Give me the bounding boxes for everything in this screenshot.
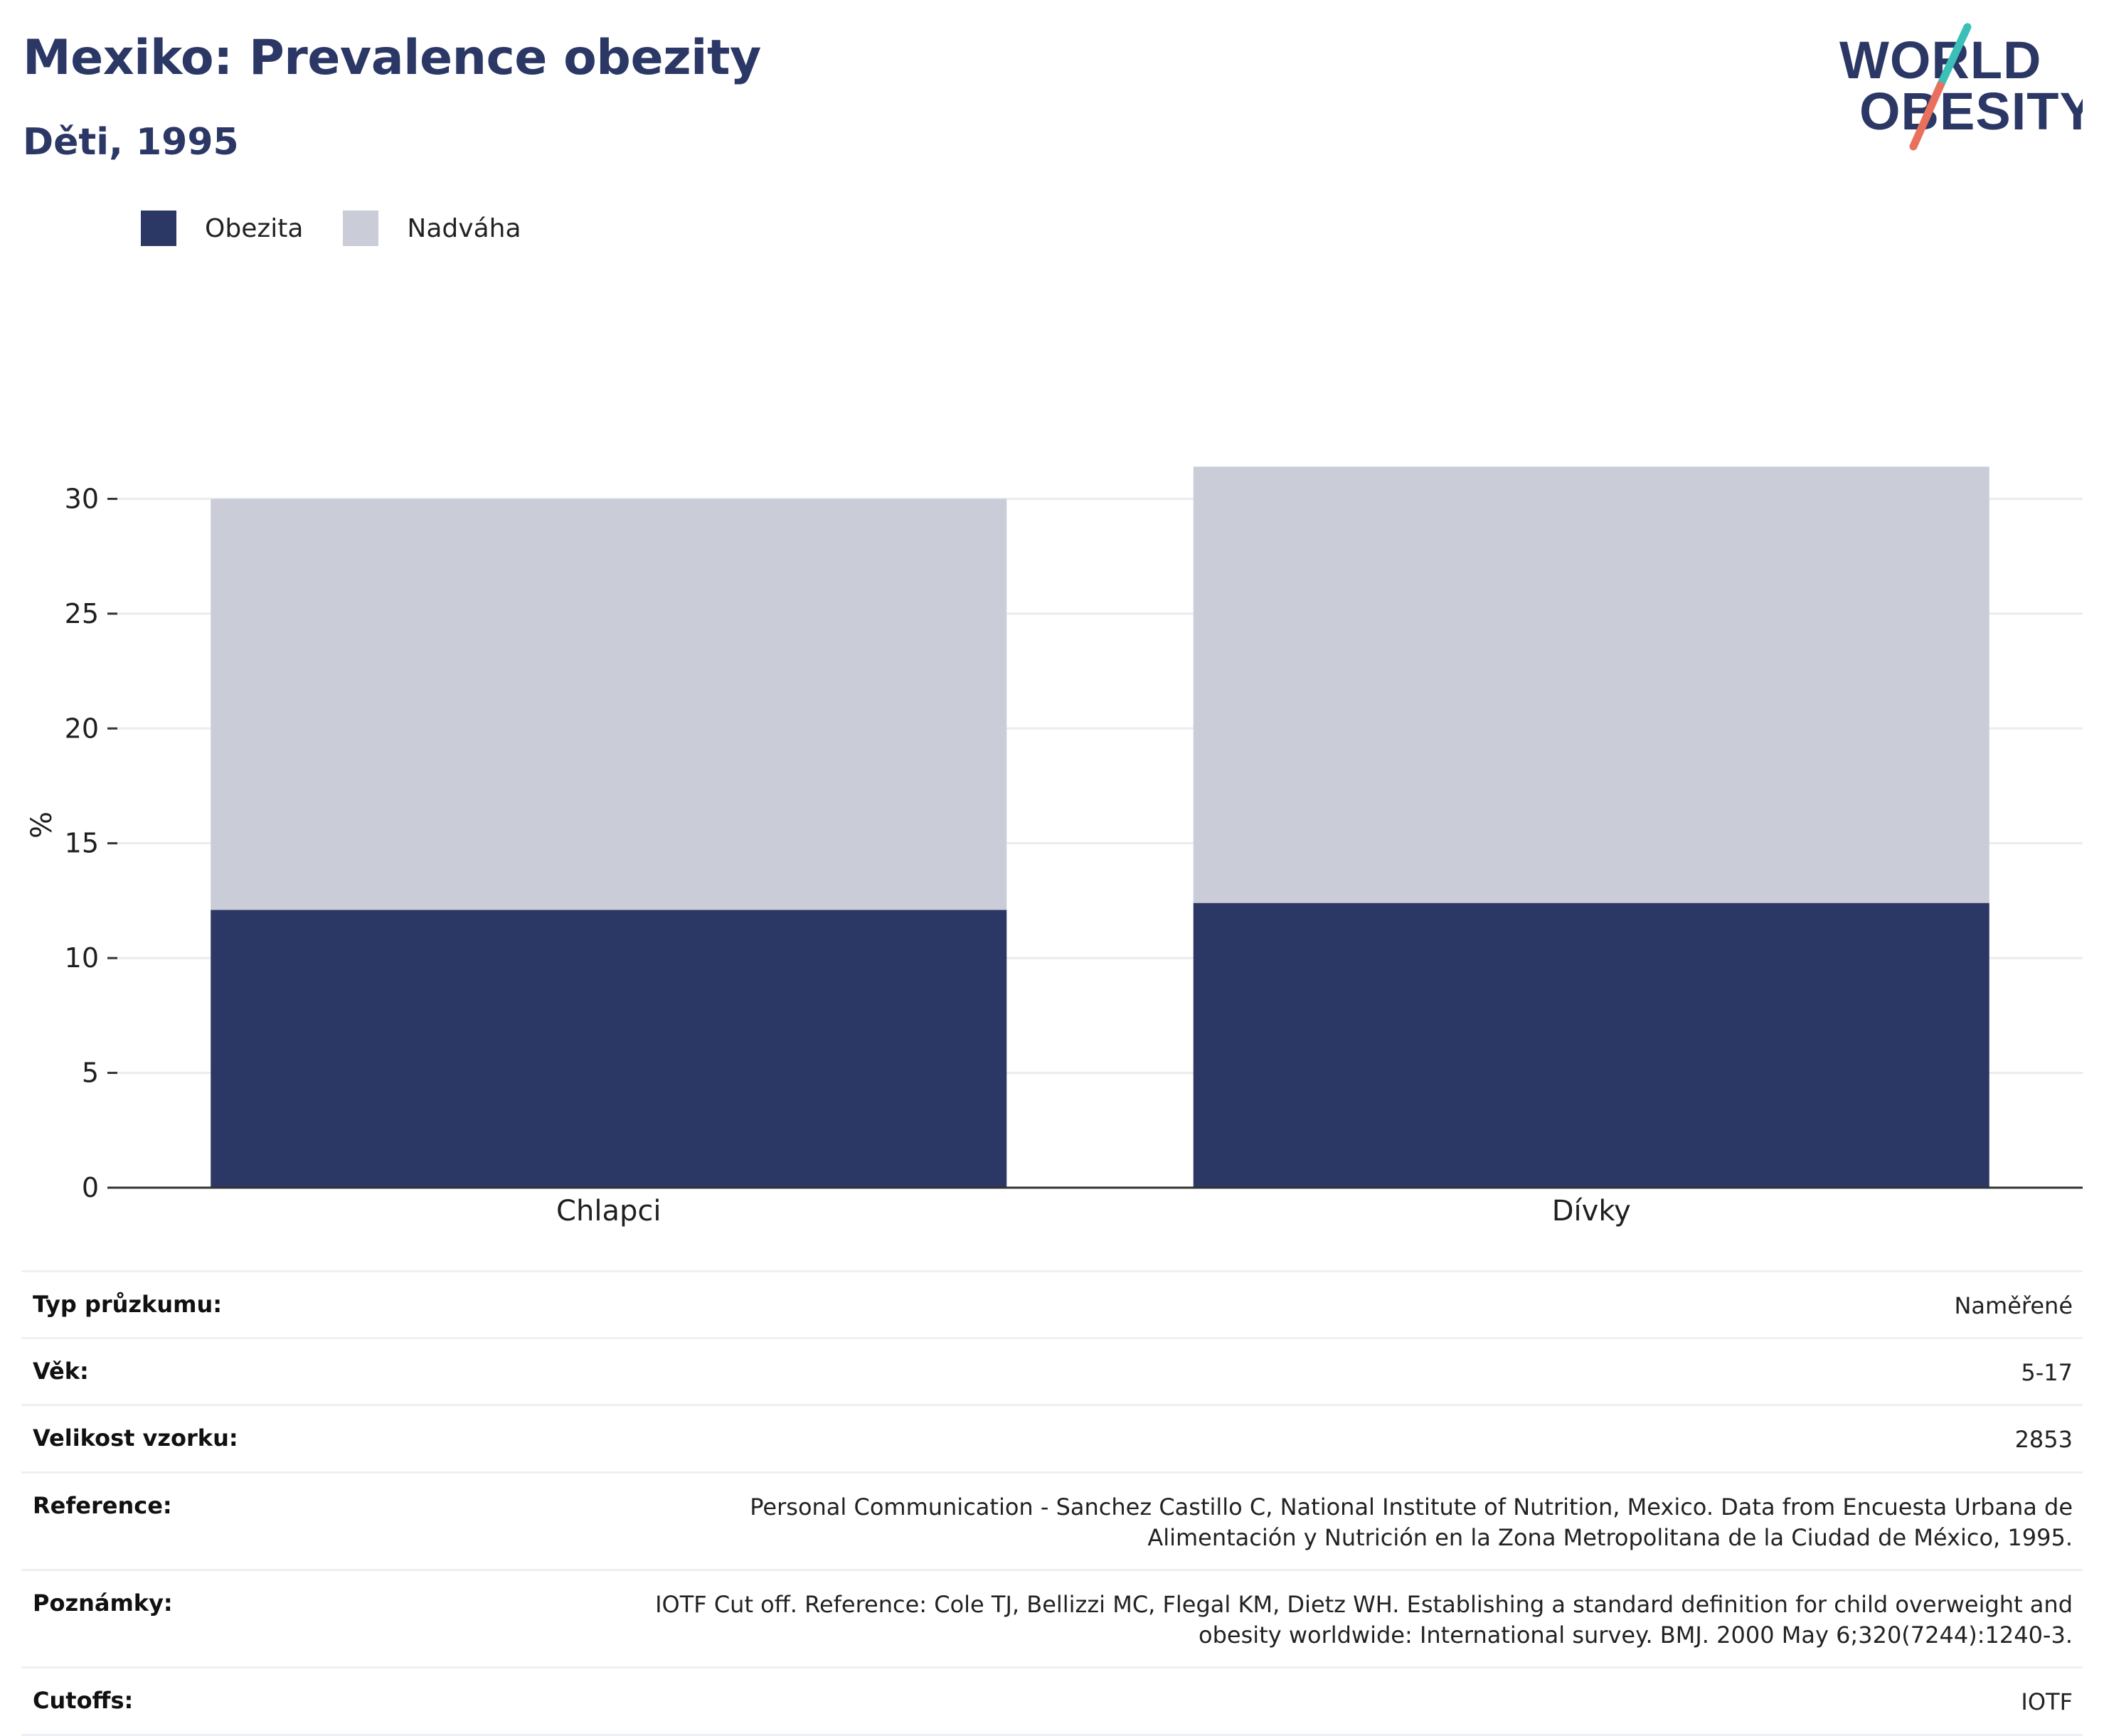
info-row-notes: Poznámky: IOTF Cut off. Reference: Cole … [21,1568,2083,1666]
logo-slash-top [1936,23,1972,90]
legend-item-obezita[interactable]: Obezita [141,211,303,246]
world-obesity-logo: WORLD OBESITY [1839,23,2083,151]
info-label: Velikost vzorku: [33,1425,238,1452]
info-value: 5-17 [2021,1359,2073,1387]
info-value: IOTF Cut off. Reference: Cole TJ, Belliz… [655,1590,2073,1649]
info-row-reference: Reference: Personal Communication - Sanc… [21,1471,2083,1569]
y-tick-label: 30 [65,483,99,514]
stacked-bar-chart: 0 5 10 15 20 25 30% Chlapci Dívky [26,467,2083,1228]
y-tick-label: 10 [65,942,99,974]
page-subtitle: Děti, 1995 [23,121,239,164]
y-axis-label: % [26,811,58,838]
chart-legend: Obezita Nadváha [141,211,561,246]
info-label: Poznámky: [33,1589,173,1617]
y-tick-label: 25 [65,598,99,629]
logo-text-obesity: OBESITY [1859,82,2083,141]
info-row-sample-size: Velikost vzorku: 2853 [21,1404,2083,1471]
legend-swatch-obezita [141,211,176,246]
info-value: IOTF [2021,1688,2073,1716]
survey-info-table: Typ průzkumu: Naměřené Věk: 5-17 Velikos… [21,1270,2083,1736]
info-row-survey-type: Typ průzkumu: Naměřené [21,1270,2083,1337]
legend-item-nadvaha[interactable]: Nadváha [343,211,521,246]
page-title: Mexiko: Prevalence obezity [23,30,761,86]
bar-obezita-divky [1193,902,1989,1188]
info-label: Typ průzkumu: [33,1291,223,1318]
x-tick-label: Dívky [1552,1195,1631,1228]
info-row-cutoffs: Cutoffs: IOTF [21,1666,2083,1736]
info-label: Reference: [33,1491,172,1519]
info-value: 2853 [2014,1426,2073,1454]
legend-label-obezita: Obezita [205,213,304,243]
y-tick-label: 5 [82,1058,99,1089]
y-tick-label: 20 [65,713,99,744]
info-value: Naměřené [1954,1292,2073,1319]
logo-slash-bottom [1909,81,1945,151]
info-label: Věk: [33,1358,89,1385]
y-tick-label: 15 [65,828,99,859]
bar-obezita-chlapci [211,910,1007,1188]
info-value: Personal Communication - Sanchez Castill… [750,1493,2073,1551]
bar-nadvaha-chlapci [211,499,1007,910]
info-label: Cutoffs: [33,1687,134,1715]
legend-label-nadvaha: Nadváha [407,213,521,243]
info-row-age: Věk: 5-17 [21,1337,2083,1404]
bar-nadvaha-divky [1193,467,1989,903]
y-tick-label: 0 [82,1172,99,1203]
legend-swatch-nadvaha [343,211,379,246]
x-tick-label: Chlapci [556,1195,661,1228]
